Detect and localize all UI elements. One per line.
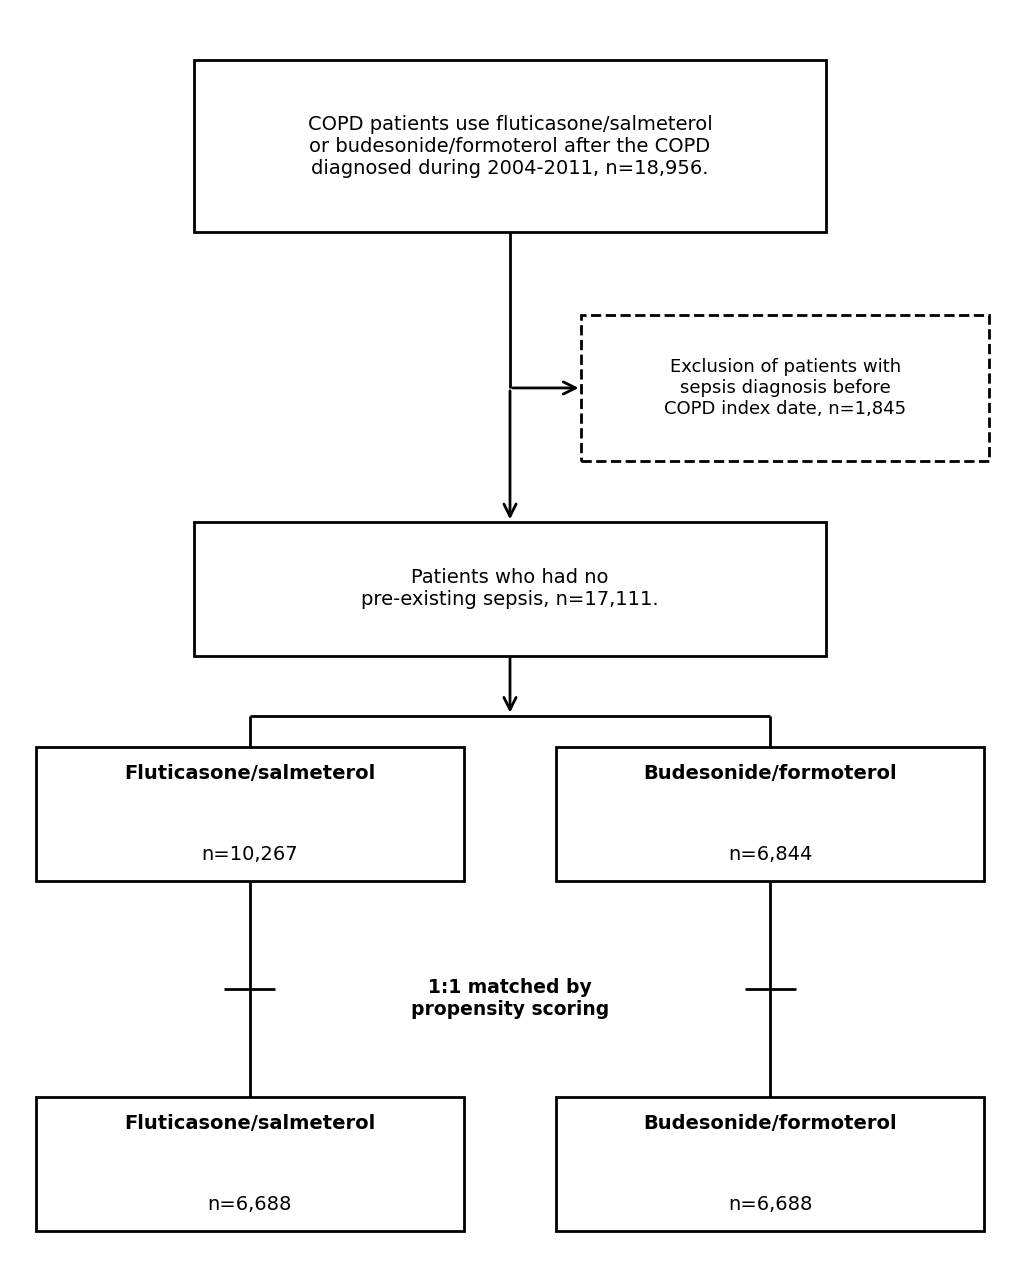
FancyBboxPatch shape xyxy=(555,748,983,880)
Text: Exclusion of patients with
sepsis diagnosis before
COPD index date, n=1,845: Exclusion of patients with sepsis diagno… xyxy=(663,359,906,417)
FancyBboxPatch shape xyxy=(555,1096,983,1231)
Text: n=6,688: n=6,688 xyxy=(208,1196,291,1213)
Text: Budesonide/formoterol: Budesonide/formoterol xyxy=(643,764,896,782)
FancyBboxPatch shape xyxy=(194,522,825,655)
FancyBboxPatch shape xyxy=(36,748,464,880)
FancyBboxPatch shape xyxy=(581,315,988,460)
Text: Fluticasone/salmeterol: Fluticasone/salmeterol xyxy=(124,1114,375,1132)
FancyBboxPatch shape xyxy=(36,1096,464,1231)
Text: COPD patients use fluticasone/salmeterol
or budesonide/formoterol after the COPD: COPD patients use fluticasone/salmeterol… xyxy=(308,114,711,178)
FancyBboxPatch shape xyxy=(194,60,825,232)
Text: Budesonide/formoterol: Budesonide/formoterol xyxy=(643,1114,896,1132)
Text: Fluticasone/salmeterol: Fluticasone/salmeterol xyxy=(124,764,375,782)
Text: n=10,267: n=10,267 xyxy=(202,846,298,864)
Text: n=6,844: n=6,844 xyxy=(728,846,811,864)
Text: Patients who had no
pre-existing sepsis, n=17,111.: Patients who had no pre-existing sepsis,… xyxy=(361,569,658,609)
Text: 1:1 matched by
propensity scoring: 1:1 matched by propensity scoring xyxy=(411,978,608,1019)
Text: n=6,688: n=6,688 xyxy=(728,1196,811,1213)
